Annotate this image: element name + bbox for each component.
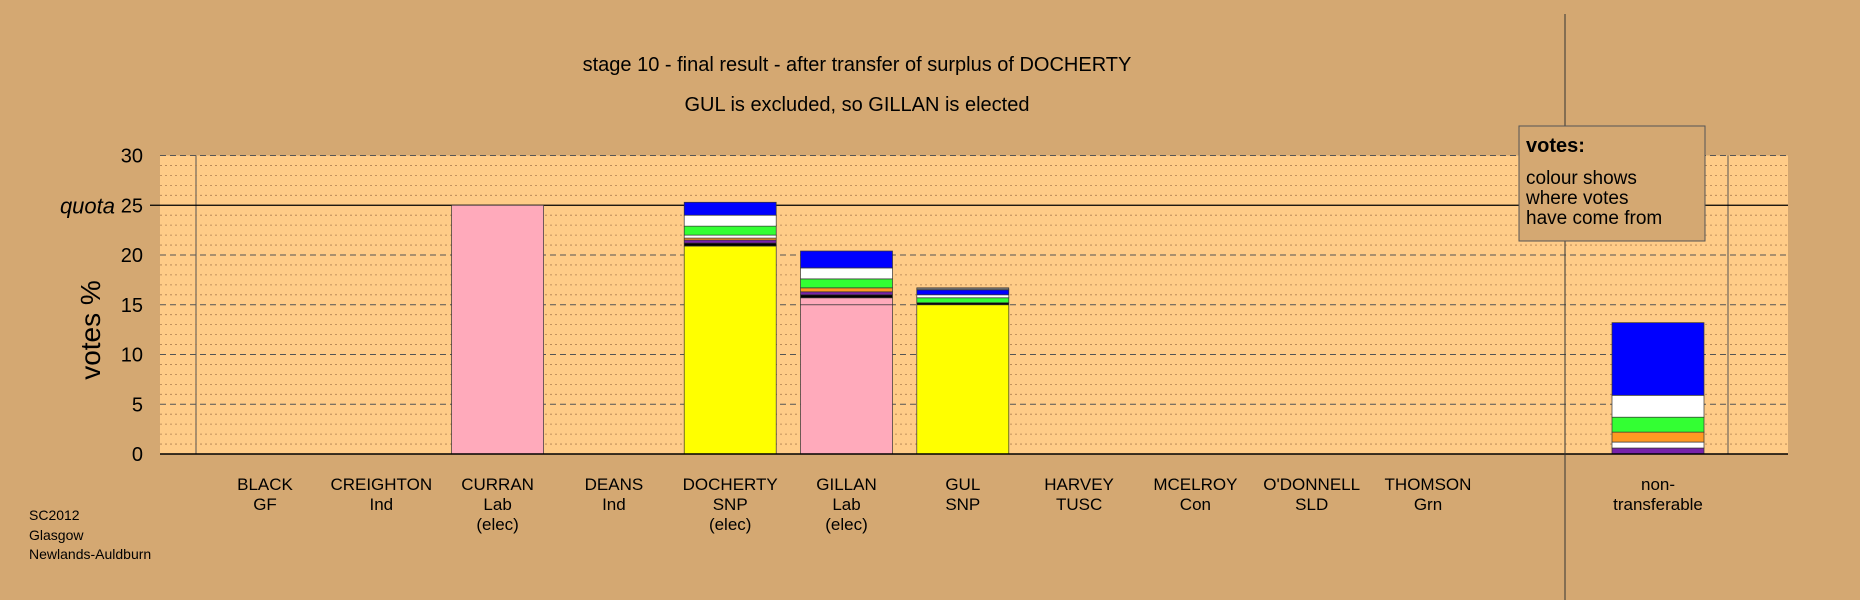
x-label-name: O'DONNELL (1263, 475, 1360, 494)
x-label-note: (elec) (709, 515, 752, 534)
footer-line-1: SC2012 (29, 507, 80, 523)
bar-docherty-segment (683, 234, 777, 239)
x-label-party: SLD (1295, 495, 1328, 514)
legend-box (1518, 125, 1706, 242)
bar-nontransferable-segment (1611, 394, 1705, 418)
x-label-note: (elec) (476, 515, 519, 534)
x-label-party: SNP (713, 495, 748, 514)
bar-gillan-segment (800, 294, 893, 299)
bar-nontransferable-segment (1611, 322, 1705, 396)
y-axis-label: votes % (75, 280, 106, 380)
x-label-party: Lab (832, 495, 860, 514)
bar-nontransferable-segment (1611, 447, 1705, 455)
bar-gul-segment (916, 289, 1010, 296)
x-label-name: HARVEY (1044, 475, 1114, 494)
x-label-name: CREIGHTON (330, 475, 432, 494)
y-tick-label: 0 (132, 444, 143, 466)
bar-docherty-segment (683, 239, 777, 244)
footer-line-3: Newlands-Auldburn (29, 546, 151, 562)
bar-docherty-segment (683, 214, 777, 227)
x-label-party: Con (1180, 495, 1211, 514)
x-label-party: Ind (369, 495, 393, 514)
bar-gillan-segment (800, 297, 893, 306)
x-label-name: BLACK (237, 475, 293, 494)
footer: SC2012 Glasgow Newlands-Auldburn (29, 507, 151, 562)
x-label-name: GUL (945, 475, 980, 494)
x-label-name: MCELROY (1153, 475, 1237, 494)
bar-gillan-segment (800, 291, 893, 296)
x-label-name: THOMSON (1385, 475, 1472, 494)
y-tick-label: 20 (121, 245, 143, 267)
bar-gillan-segment (800, 250, 893, 269)
x-label-note: (elec) (825, 515, 868, 534)
bar-gul-segment (916, 287, 1010, 291)
bar-gillan-segment (800, 287, 893, 293)
bar-nontransferable-segment (1611, 431, 1705, 443)
bar-nontransferable-segment (1611, 416, 1705, 433)
bar-docherty-segment (683, 245, 777, 455)
x-label-party: SNP (945, 495, 980, 514)
legend-line-3: have come from (1526, 208, 1662, 229)
bar-gul-segment (916, 297, 1010, 304)
x-label-nontransferable-1: non- (1641, 475, 1675, 494)
chart-title: stage 10 - final result - after transfer… (583, 54, 1132, 76)
bar-gillan-segment (800, 267, 893, 280)
x-label-party: Ind (602, 495, 626, 514)
x-label-party: TUSC (1056, 495, 1102, 514)
bar-gul-segment (916, 304, 1010, 455)
y-tick-label: 30 (121, 146, 143, 168)
bar-gillan-segment (800, 278, 893, 289)
y-tick-label: 5 (132, 394, 143, 416)
x-label-nontransferable-2: transferable (1613, 495, 1703, 514)
quota-label: quota (60, 193, 115, 218)
footer-line-2: Glasgow (29, 527, 84, 543)
x-label-name: DEANS (585, 475, 644, 494)
bar-nontransferable-segment (1611, 441, 1705, 449)
bar-docherty-segment (683, 201, 777, 216)
bar-curran-segment (451, 204, 544, 455)
y-tick-label: 15 (121, 295, 143, 317)
chart-subtitle: GUL is excluded, so GILLAN is elected (685, 94, 1030, 116)
bar-docherty-segment (683, 242, 777, 247)
x-label-name: CURRAN (461, 475, 534, 494)
bar-docherty-segment (683, 225, 777, 236)
legend-title: votes: (1526, 135, 1585, 157)
bar-gul-segment (916, 294, 1010, 299)
legend-line-2: where votes (1525, 188, 1628, 209)
y-tick-label: 10 (121, 345, 143, 367)
x-label-name: GILLAN (816, 475, 876, 494)
x-label-party: Lab (483, 495, 511, 514)
x-label-party: GF (253, 495, 277, 514)
legend: votes: colour shows where votes have com… (1518, 125, 1706, 242)
bar-gillan-segment (800, 304, 893, 455)
x-label-name: DOCHERTY (683, 475, 778, 494)
x-label-party: Grn (1414, 495, 1442, 514)
y-tick-label: 25 (121, 195, 143, 217)
legend-line-1: colour shows (1526, 168, 1637, 189)
